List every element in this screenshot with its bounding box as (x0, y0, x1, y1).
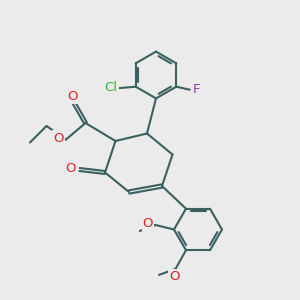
Text: O: O (143, 217, 153, 230)
Text: F: F (193, 82, 200, 96)
Text: O: O (65, 161, 76, 175)
Text: O: O (53, 131, 64, 145)
Text: Cl: Cl (105, 81, 118, 94)
Text: O: O (68, 90, 78, 103)
Text: O: O (169, 270, 179, 283)
